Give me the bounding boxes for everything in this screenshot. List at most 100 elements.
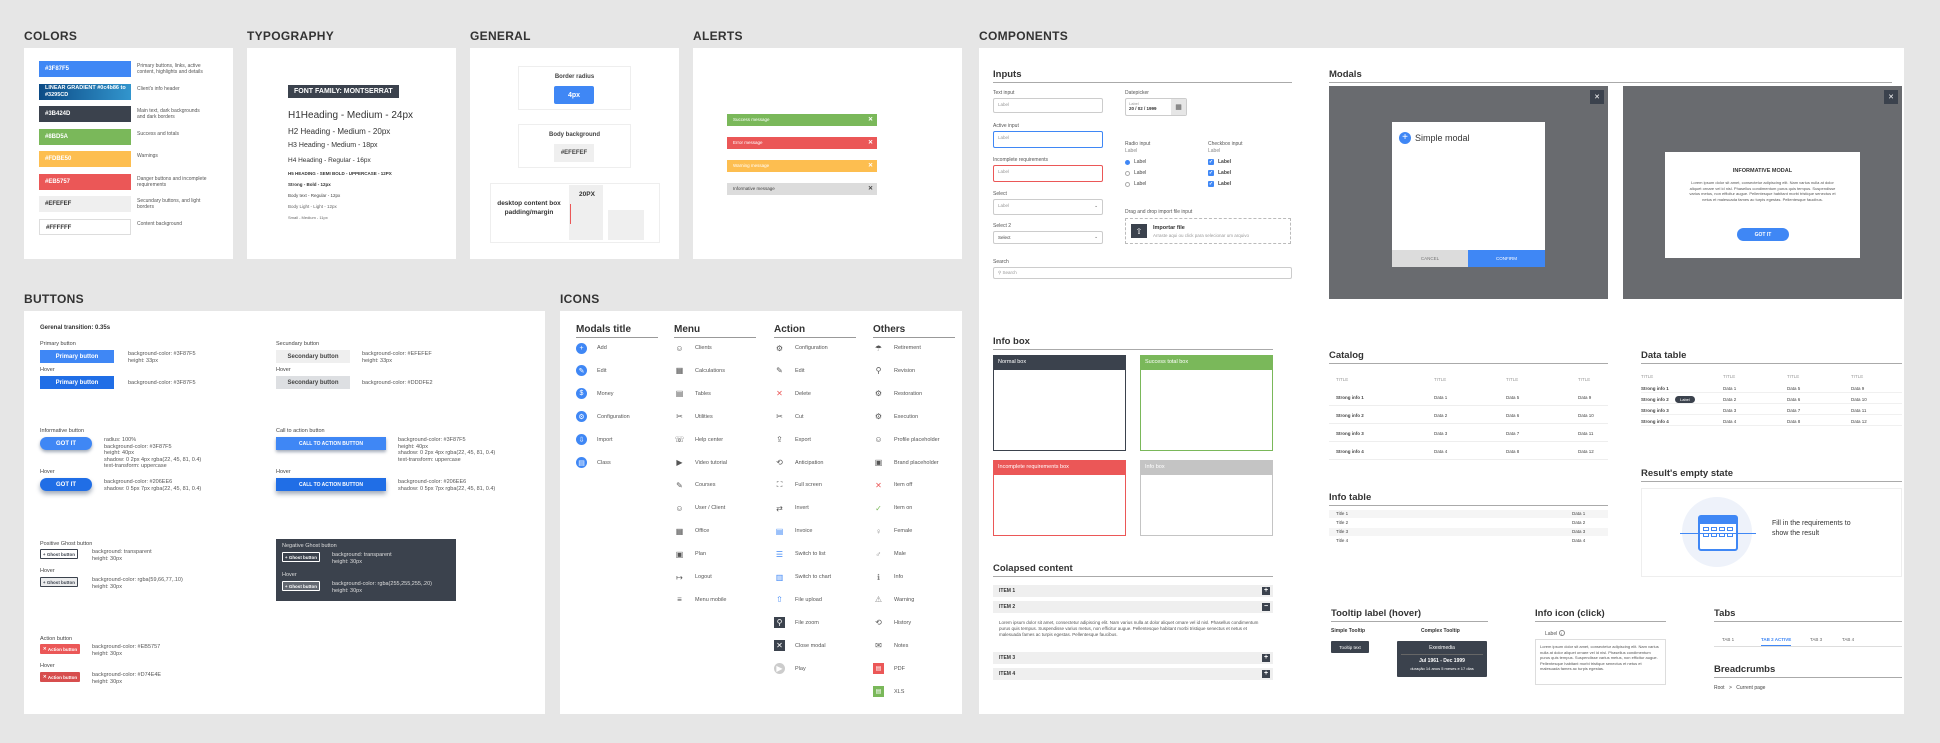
tab-item[interactable]: TAB 4	[1842, 637, 1855, 642]
icon-row[interactable]: ▤ XLS	[873, 686, 904, 698]
icon-row[interactable]: ♂ Male	[873, 548, 906, 560]
primary-button-hover[interactable]: Primary button	[40, 376, 114, 389]
catalog-row[interactable]	[1329, 390, 1608, 406]
radio-option[interactable]: Label	[1125, 159, 1146, 165]
icon-row[interactable]: ✕ Delete	[774, 388, 811, 400]
icon-row[interactable]: ⚙ Configuration	[576, 411, 630, 423]
cancel-button[interactable]: CANCEL	[1392, 250, 1468, 267]
icon-row[interactable]: ⚙ Restoration	[873, 388, 922, 400]
text-input[interactable]: Label	[993, 98, 1103, 113]
action-button-hover[interactable]: ✕ Action button	[40, 672, 80, 682]
icon-row[interactable]: $ Money	[576, 388, 614, 400]
icon-row[interactable]: ⚲ File zoom	[774, 617, 819, 629]
icon-row[interactable]: ☏ Help center	[674, 434, 723, 446]
breadcrumb-root[interactable]: Root	[1714, 685, 1725, 691]
icon-row[interactable]: ☺ Profile placeholder	[873, 434, 939, 446]
icon-row[interactable]: ✂ Utilities	[674, 411, 713, 423]
icon-row[interactable]: ⟲ History	[873, 617, 911, 629]
icon-row[interactable]: ▦ Office	[674, 525, 710, 537]
got-it-button[interactable]: GOT IT	[1737, 228, 1789, 241]
collapsed-item[interactable]: ITEM 1 +	[993, 585, 1273, 597]
icon-row[interactable]: ✕ Item off	[873, 479, 912, 491]
icon-row[interactable]: ☺ Clients	[674, 342, 711, 354]
datepicker-input[interactable]: Label 20 / 02 / 1999 ▦	[1125, 98, 1187, 116]
tab-item[interactable]: TAB 1	[1722, 637, 1735, 642]
close-icon[interactable]: ✕	[867, 163, 873, 169]
checkbox-option[interactable]: ✓ Label	[1208, 159, 1232, 165]
collapsed-item[interactable]: ITEM 2−	[993, 601, 1273, 613]
icon-row[interactable]: ✎ Edit	[774, 365, 804, 377]
icon-row[interactable]: ▶ Play	[774, 663, 806, 675]
icon-row[interactable]: ▣ Plan	[674, 548, 706, 560]
close-icon[interactable]: ✕	[867, 186, 873, 192]
informative-button-hover[interactable]: GOT IT	[40, 478, 92, 491]
close-icon[interactable]: ✕	[1884, 90, 1898, 104]
collapsed-item[interactable]: ITEM 4 +	[993, 668, 1273, 680]
select-input[interactable]: Label ⌄	[993, 199, 1103, 215]
icon-row[interactable]: ⇩ Import	[576, 434, 613, 446]
icon-row[interactable]: ↦ Logout	[674, 571, 712, 583]
icon-row[interactable]: ♀ Female	[873, 525, 913, 537]
negative-ghost-button[interactable]: + Ghost button	[282, 552, 320, 562]
active-input[interactable]: Label	[993, 131, 1103, 148]
select2-input[interactable]: Select ⌄	[993, 231, 1103, 244]
icon-row[interactable]: ▥ Switch to chart	[774, 571, 831, 583]
action-button[interactable]: ✕ Action button	[40, 644, 80, 654]
informative-button[interactable]: GOT IT	[40, 437, 92, 450]
icon-row[interactable]: ⚲ Revision	[873, 365, 916, 377]
icon-row[interactable]: ▤ Invoice	[774, 525, 813, 537]
collapsed-item[interactable]: ITEM 3 +	[993, 652, 1273, 664]
icon-row[interactable]: ⛶ Full screen	[774, 479, 822, 491]
info-icon[interactable]: i	[1558, 630, 1565, 636]
checkbox-option[interactable]: ✓ Label	[1208, 170, 1232, 176]
positive-ghost-button[interactable]: + Ghost button	[40, 549, 78, 559]
radio-option[interactable]: Label	[1125, 170, 1146, 176]
close-icon[interactable]: ✕	[1590, 90, 1604, 104]
confirm-button[interactable]: CONFIRM	[1468, 250, 1545, 267]
icon-row[interactable]: ▤ PDF	[873, 663, 905, 675]
icon-row[interactable]: ▶ Video tutorial	[674, 457, 727, 469]
icon-row[interactable]: ▤ Class	[576, 457, 611, 469]
cta-button-hover[interactable]: CALL TO ACTION BUTTON	[276, 478, 386, 491]
icon-row[interactable]: ✕ Close modal	[774, 640, 826, 652]
close-icon[interactable]: ✕	[867, 117, 873, 123]
icon-row[interactable]: ☂ Retirement	[873, 342, 921, 354]
negative-ghost-button-hover[interactable]: + Ghost button	[282, 581, 320, 591]
icon-row[interactable]: ✎ Courses	[674, 479, 715, 491]
icon-row[interactable]: ≡ Menu mobile	[674, 594, 726, 606]
checkbox-option[interactable]: ✓ Label	[1208, 181, 1232, 187]
icon-row[interactable]: ⇪ Export	[774, 434, 811, 446]
icon-row[interactable]: ✉ Notes	[873, 640, 908, 652]
icon-row[interactable]: ☺ User / Client	[674, 502, 725, 514]
icon-row[interactable]: ✓ Item on	[873, 502, 912, 514]
close-icon[interactable]: ✕	[867, 140, 873, 146]
catalog-row[interactable]	[1329, 408, 1608, 424]
secondary-button[interactable]: Secondary button	[276, 350, 350, 363]
icon-row[interactable]: ℹ Info	[873, 571, 903, 583]
datatable-row[interactable]	[1641, 416, 1902, 426]
dragdrop-zone[interactable]: ⇧ Importar file Arraste aqui ou click pa…	[1125, 218, 1291, 244]
primary-button[interactable]: Primary button	[40, 350, 114, 363]
datatable-row[interactable]	[1641, 405, 1902, 415]
radio-option[interactable]: Label	[1125, 181, 1146, 187]
positive-ghost-button-hover[interactable]: + Ghost button	[40, 577, 78, 587]
incomplete-input[interactable]: Label	[993, 165, 1103, 182]
calendar-icon[interactable]: ▦	[1171, 99, 1186, 115]
secondary-button-hover[interactable]: Secondary button	[276, 376, 350, 389]
icon-row[interactable]: ☰ Switch to list	[774, 548, 826, 560]
search-input[interactable]: ⚲ Search	[993, 267, 1292, 279]
catalog-row[interactable]	[1329, 426, 1608, 442]
cta-button[interactable]: CALL TO ACTION BUTTON	[276, 437, 386, 450]
icon-row[interactable]: ⚙ Configuration	[774, 342, 828, 354]
icon-row[interactable]: ✎ Edit	[576, 365, 606, 377]
datatable-row[interactable]	[1641, 394, 1902, 404]
icon-row[interactable]: ▤ Tables	[674, 388, 711, 400]
tab-item[interactable]: TAB 2 ACTIVE	[1761, 637, 1792, 646]
icon-row[interactable]: ⚙ Execution	[873, 411, 918, 423]
icon-row[interactable]: ⇄ Invert	[774, 502, 809, 514]
icon-row[interactable]: + Add	[576, 342, 607, 354]
catalog-row[interactable]	[1329, 444, 1608, 460]
icon-row[interactable]: ▣ Brand placeholder	[873, 457, 939, 469]
icon-row[interactable]: ⚠ Warning	[873, 594, 914, 606]
icon-row[interactable]: ⇧ File upload	[774, 594, 822, 606]
